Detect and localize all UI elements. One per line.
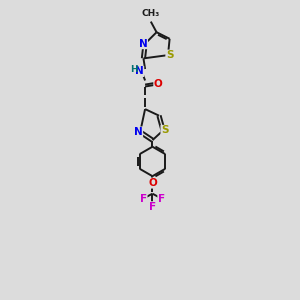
Text: H: H bbox=[130, 64, 138, 74]
Text: O: O bbox=[148, 178, 157, 188]
Text: F: F bbox=[149, 202, 156, 212]
Text: CH₃: CH₃ bbox=[142, 8, 160, 17]
Text: N: N bbox=[139, 39, 148, 49]
Text: F: F bbox=[158, 194, 165, 204]
Text: S: S bbox=[166, 50, 173, 60]
Text: F: F bbox=[140, 194, 147, 204]
Text: S: S bbox=[161, 125, 169, 135]
Text: O: O bbox=[154, 79, 163, 89]
Text: N: N bbox=[135, 67, 144, 76]
Text: N: N bbox=[134, 127, 142, 137]
